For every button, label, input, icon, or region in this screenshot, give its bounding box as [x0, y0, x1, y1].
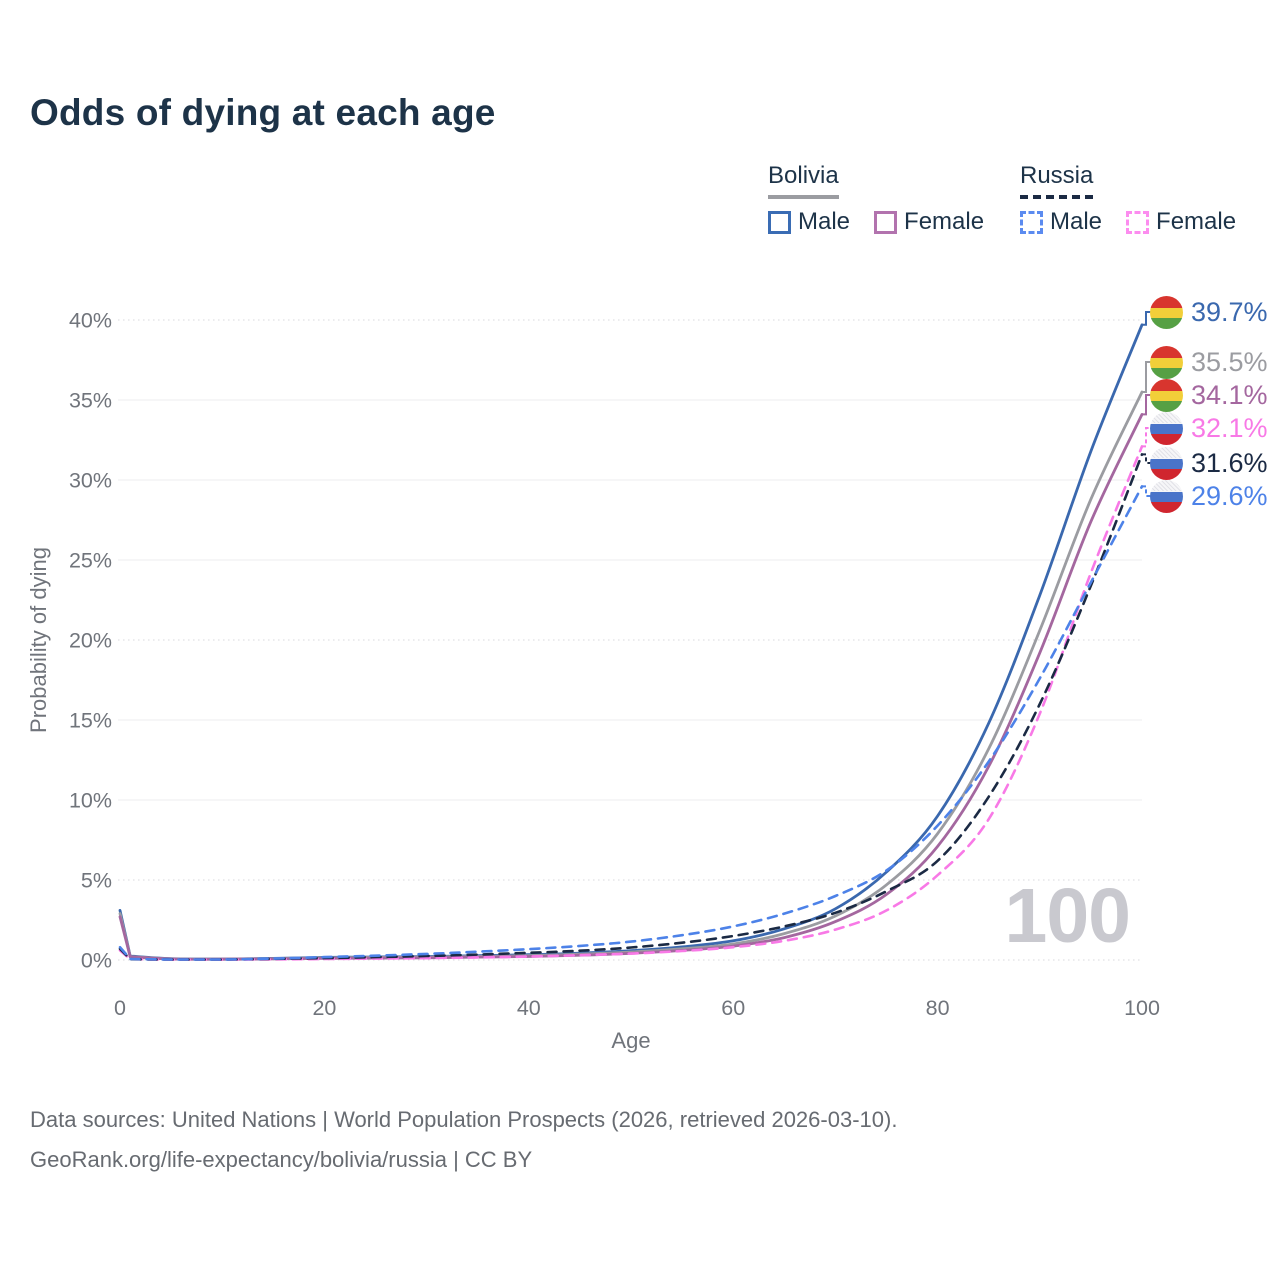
series-line-russia-female[interactable] — [118, 445, 1144, 962]
bolivia-flag-icon — [1150, 295, 1183, 329]
end-label-bolivia-female: 34.1% — [1150, 377, 1268, 413]
legend-item-bolivia-male[interactable]: Male — [768, 208, 850, 236]
bolivia-flag-icon — [1150, 345, 1183, 379]
y-tick-label: 35% — [69, 389, 112, 413]
attribution-text: GeoRank.org/life-expectancy/bolivia/russ… — [30, 1147, 533, 1173]
x-tick-label: 100 — [1124, 996, 1160, 1020]
legend-item-label: Male — [1050, 208, 1103, 235]
end-label-russia-male: 29.6% — [1150, 478, 1268, 514]
end-label-russia: 31.6% — [1150, 445, 1268, 481]
end-label-bolivia-male: 39.7% — [1150, 294, 1268, 330]
russia-flag-icon — [1150, 446, 1183, 480]
end-value: 29.6% — [1191, 480, 1268, 511]
footer: Data sources: United Nations | World Pop… — [30, 1100, 897, 1180]
legend-item-label: Female — [904, 208, 985, 235]
end-label-bolivia: 35.5% — [1150, 344, 1268, 380]
age-watermark: 100 — [1004, 873, 1131, 959]
legend-country-bolivia[interactable]: Bolivia — [768, 162, 839, 199]
y-tick-label: 10% — [69, 789, 112, 813]
end-value: 32.1% — [1191, 412, 1268, 443]
y-tick-label: 30% — [69, 469, 112, 493]
series-line-bolivia-male[interactable] — [118, 323, 1144, 961]
x-tick-label: 80 — [926, 996, 950, 1020]
bolivia-female-swatch-icon — [874, 210, 898, 234]
bolivia-male-swatch-icon — [768, 210, 791, 234]
legend-item-label: Male — [798, 208, 851, 235]
russia-male-swatch-icon — [1020, 210, 1043, 234]
legend-item-bolivia-female[interactable]: Female — [874, 208, 984, 236]
label-connector — [1142, 427, 1151, 448]
y-tick-label: 0% — [81, 949, 112, 973]
x-axis-title: Age — [611, 1028, 650, 1053]
legend-country-russia[interactable]: Russia — [1020, 162, 1094, 199]
y-tick-label: 5% — [81, 869, 112, 893]
y-tick-label: 40% — [69, 309, 112, 333]
series-line-russia-male[interactable] — [118, 485, 1144, 961]
russia-flag-icon — [1150, 479, 1183, 513]
end-value: 35.5% — [1191, 346, 1268, 377]
russia-flag-icon — [1150, 411, 1183, 445]
chart-title: Odds of dying at each age — [30, 92, 496, 133]
legend-group-bolivia: Bolivia Male Female — [768, 162, 984, 236]
y-tick-label: 15% — [69, 709, 112, 733]
y-axis-title: Probability of dying — [26, 547, 51, 733]
label-connector — [1142, 453, 1151, 464]
legend-group-russia: Russia Male Female — [1020, 162, 1236, 236]
series-line-bolivia[interactable] — [118, 390, 1144, 961]
end-value: 31.6% — [1191, 447, 1268, 478]
end-value: 34.1% — [1191, 379, 1268, 410]
label-connector — [1142, 361, 1151, 393]
x-tick-label: 40 — [517, 996, 541, 1020]
legend-item-russia-female[interactable]: Female — [1126, 208, 1236, 236]
series-line-bolivia-female[interactable] — [118, 413, 1144, 961]
end-value: 39.7% — [1191, 296, 1268, 327]
series-line-russia[interactable] — [118, 453, 1144, 961]
data-sources-text: Data sources: United Nations | World Pop… — [30, 1107, 898, 1132]
y-tick-label: 25% — [69, 549, 112, 573]
label-connector — [1142, 311, 1151, 326]
x-tick-label: 0 — [114, 996, 126, 1020]
end-label-russia-female: 32.1% — [1150, 410, 1268, 446]
line-chart: 0% 5% 10% 15% 20% 25% 30% 35% 40% 0 20 40 60 80 100 Age… — [26, 309, 1160, 1054]
label-connector — [1142, 394, 1151, 416]
x-tick-label: 60 — [721, 996, 745, 1020]
legend-item-label: Female — [1156, 208, 1237, 235]
bolivia-flag-icon — [1150, 378, 1183, 412]
russia-female-swatch-icon — [1126, 210, 1150, 234]
x-tick-label: 20 — [312, 996, 336, 1020]
legend-item-russia-male[interactable]: Male — [1020, 208, 1102, 236]
label-connector — [1142, 485, 1151, 497]
y-tick-label: 20% — [69, 629, 112, 653]
